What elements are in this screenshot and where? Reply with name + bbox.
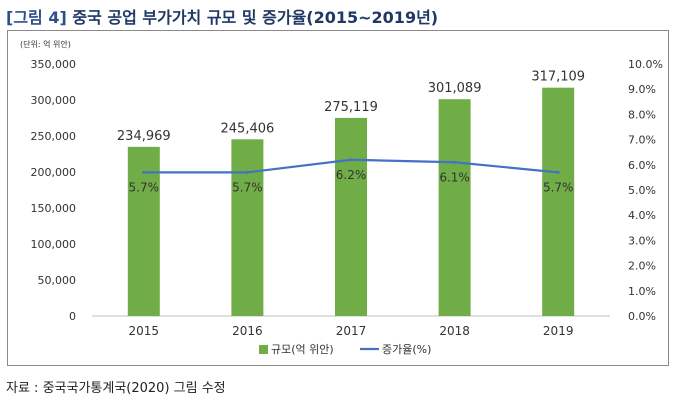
right-axis-tick-label: 1.0% (628, 285, 656, 298)
left-axis-tick-label: 350,000 (31, 58, 77, 71)
line-data-label: 6.1% (439, 170, 470, 184)
right-axis-tick-label: 4.0% (628, 209, 656, 222)
figure-title: [그림 4] 중국 공업 부가가치 규모 및 증가율(2015~2019년) (6, 4, 438, 28)
bar-data-label: 301,089 (428, 81, 482, 96)
growth-rate-point (142, 170, 146, 174)
bar (335, 117, 367, 316)
line-data-label: 6.2% (336, 168, 367, 182)
x-tick-label: 2017 (336, 324, 367, 338)
source-note: 자료 : 중국국가통계국(2020) 그림 수정 (6, 381, 226, 396)
x-tick-label: 2016 (232, 324, 263, 338)
left-axis-tick-label: 150,000 (31, 202, 77, 215)
figure-tag: [그림 4] (6, 8, 67, 27)
unit-label: (단위: 억 위안) (20, 39, 71, 49)
right-axis-tick-label: 0.0% (628, 310, 656, 323)
left-axis-tick-label: 50,000 (38, 274, 77, 287)
line-data-label: 5.7% (232, 180, 263, 194)
right-axis-tick-label: 8.0% (628, 108, 656, 121)
right-axis-tick-label: 3.0% (628, 234, 656, 247)
figure-title-text: 중국 공업 부가가치 규모 및 증가율(2015~2019년) (72, 8, 439, 27)
legend-label-bar: 규모(억 위안) (271, 343, 334, 356)
right-axis-tick-label: 2.0% (628, 260, 656, 273)
x-tick-label: 2015 (129, 324, 160, 338)
x-tick-label: 2019 (543, 324, 574, 338)
growth-rate-point (556, 170, 560, 174)
bar (127, 146, 160, 316)
legend-swatch-bar (259, 345, 268, 354)
right-axis-tick-label: 7.0% (628, 134, 656, 147)
chart-frame: (단위: 억 위안) 0 50,000 100,000 150,000 200,000 25… (7, 30, 669, 366)
left-axis-tick-label: 100,000 (31, 238, 77, 251)
right-axis-tick-label: 5.0% (628, 184, 656, 197)
legend-label-line: 증가율(%) (382, 343, 431, 356)
growth-rate-point (349, 158, 353, 162)
left-axis-tick-label: 0 (69, 310, 76, 323)
right-axis-tick-label: 6.0% (628, 159, 656, 172)
left-axis-tick-label: 300,000 (31, 94, 77, 107)
line-data-label: 5.7% (129, 180, 160, 194)
bar-data-label: 317,109 (531, 70, 585, 85)
x-tick-label: 2018 (439, 324, 470, 338)
right-axis-tick-label: 9.0% (628, 83, 656, 96)
bar (542, 87, 575, 316)
bar-data-label: 234,969 (117, 129, 171, 144)
left-axis-tick-label: 200,000 (31, 166, 77, 179)
growth-rate-point (453, 160, 457, 164)
bar-data-label: 245,406 (221, 121, 275, 136)
right-axis-tick-label: 10.0% (628, 58, 663, 71)
bar (438, 99, 471, 317)
bar-data-label: 275,119 (324, 100, 378, 115)
growth-rate-point (245, 170, 249, 174)
bar (231, 139, 264, 316)
line-data-label: 5.7% (543, 180, 574, 194)
combo-chart: (단위: 억 위안) 0 50,000 100,000 150,000 200,000 25… (20, 39, 663, 356)
left-axis-tick-label: 250,000 (31, 130, 77, 143)
